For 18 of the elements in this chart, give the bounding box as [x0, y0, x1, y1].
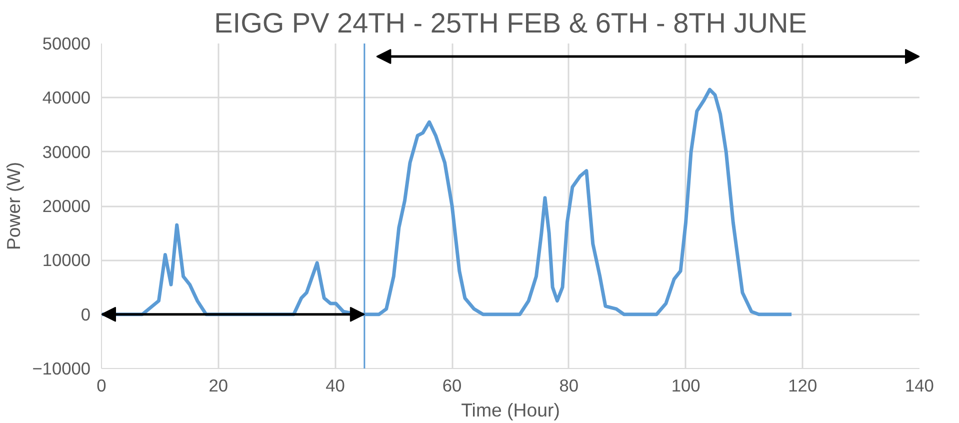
x-tick-label: 0 — [96, 376, 106, 396]
x-tick-label: 100 — [671, 376, 700, 396]
y-axis-title: Power (W) — [3, 162, 24, 250]
y-tick-label: 50000 — [42, 34, 90, 54]
x-tick-label: 20 — [208, 376, 228, 396]
x-tick-label: 120 — [788, 376, 818, 396]
y-tick-label: −10000 — [32, 358, 91, 378]
chart-title: EIGG PV 24TH - 25TH FEB & 6TH - 8TH JUNE — [214, 8, 807, 38]
y-tick-label: 10000 — [42, 250, 90, 270]
x-tick-label: 60 — [442, 376, 462, 396]
x-tick-label: 80 — [559, 376, 579, 396]
x-axis-title: Time (Hour) — [461, 400, 560, 420]
y-tick-label: 40000 — [42, 88, 90, 108]
x-tick-label: 140 — [905, 376, 934, 396]
y-tick-label: 20000 — [42, 196, 90, 216]
x-tick-label: 40 — [326, 376, 345, 396]
y-tick-label: 30000 — [42, 142, 90, 162]
y-tick-label: 0 — [80, 304, 91, 324]
